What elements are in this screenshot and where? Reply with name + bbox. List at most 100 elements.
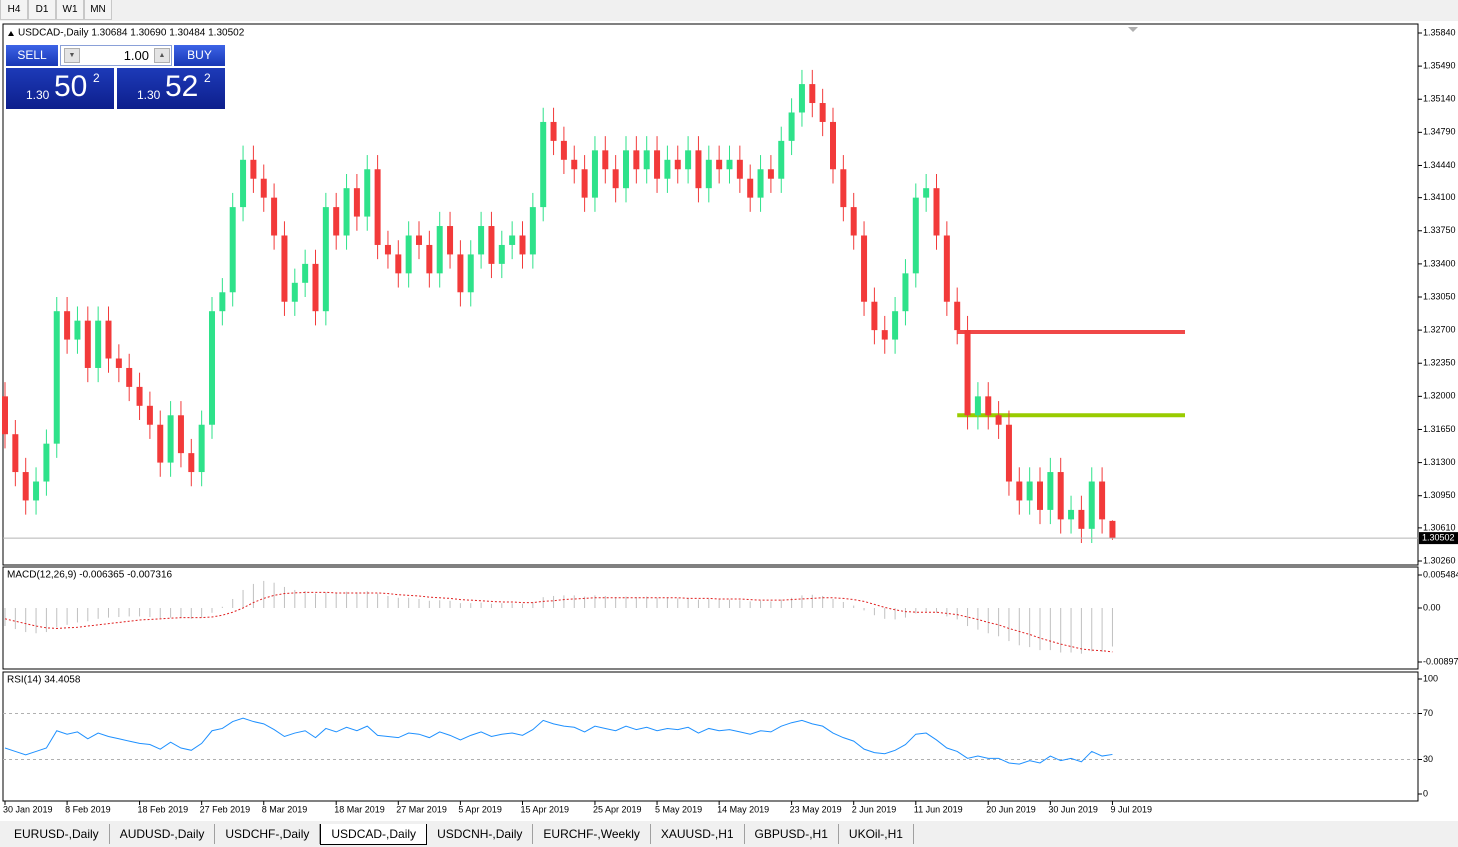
candle-body [902,273,909,312]
candle-body [581,169,588,198]
candle-body [136,386,143,406]
x-tick-label: 27 Feb 2019 [200,804,251,814]
x-tick-label: 11 Jun 2019 [914,804,963,814]
candle-body [1026,481,1033,501]
candle-body [1005,424,1012,482]
chart-tab[interactable]: USDCNH-,Daily [427,824,534,844]
candle-body [591,150,598,198]
x-tick-label: 20 Jun 2019 [986,804,1036,814]
candle-body [623,150,629,189]
chart-tab[interactable]: AUDUSD-,Daily [110,824,216,844]
candle-body [291,282,298,302]
x-tick-label: 18 Feb 2019 [138,804,189,814]
candle-body [1016,481,1023,501]
candle-body [426,244,433,274]
buy-button[interactable]: BUY [174,45,225,66]
timeframe-button[interactable]: W1 [56,0,84,20]
candle-body [881,330,888,340]
y-tick-label: 1.30260 [1423,555,1456,565]
price-title: USDCAD-,Daily 1.30684 1.30690 1.30484 1.… [18,28,245,39]
lot-down[interactable]: ▼ [64,48,80,63]
chart-tab[interactable]: USDCAD-,Daily [320,824,428,845]
candle-body [861,235,868,302]
candle-body [250,159,257,179]
y-tick-label: 30 [1423,754,1433,764]
candle-body [819,103,826,122]
candle-body [478,226,485,255]
buy-price[interactable]: 1.30 52 2 [117,68,225,109]
candle-body [374,169,381,245]
candle-body [364,169,371,217]
candle-body [281,235,288,302]
candle-body [447,226,454,255]
y-tick-label: 1.30610 [1423,522,1456,532]
candle-body [436,226,443,274]
candle-body [64,311,71,340]
candle-body [302,263,309,283]
sell-price-big: 50 [54,70,88,103]
candle-body [343,188,350,236]
candle-body [633,150,640,170]
y-tick-label: 100 [1423,673,1438,683]
candle-body [312,263,319,312]
candle-body [53,311,60,444]
candle-body [1057,472,1064,520]
candle-body [1078,509,1085,529]
candle-body [519,235,526,255]
candle-body [798,84,805,113]
lot-up[interactable]: ▲ [154,48,170,63]
candle-body [705,159,712,189]
y-tick-label: 1.35490 [1423,60,1456,70]
y-tick-label: 1.33400 [1423,258,1456,268]
timeframe-button[interactable]: D1 [28,0,56,20]
candle-body [395,254,402,274]
candle-body [892,311,899,340]
x-tick-label: 30 Jun 2019 [1048,804,1098,814]
candle-body [664,159,671,179]
candle-body [1088,481,1095,529]
y-tick-label: 1.34790 [1423,127,1456,137]
candle-body [767,169,774,179]
chart-tab[interactable]: EURCHF-,Weekly [533,824,651,844]
x-tick-label: 15 Apr 2019 [521,804,570,814]
price-pane-frame [2,23,1419,566]
candle-body [188,453,195,473]
y-tick-label: 1.33050 [1423,291,1456,301]
candle-body [488,226,495,264]
chart-tab[interactable]: GBPUSD-,H1 [745,824,839,844]
y-tick-label: 1.34100 [1423,192,1456,202]
chart-tab[interactable]: USDCHF-,Daily [215,824,321,844]
y-tick-label: 1.30950 [1423,490,1456,500]
candle-body [74,320,81,340]
candle-body [126,367,133,387]
timeframe-button[interactable]: H4 [0,0,28,20]
candle-body [353,188,360,217]
candle-body [322,207,329,312]
timeframe-button[interactable]: MN [84,0,112,20]
marks: 1.35840 1.35490 1.35140 1.34790 1.34440 1.341… [2,27,1458,814]
lot-input[interactable]: 1.00 [60,45,172,66]
candle-body [405,235,412,274]
candle-body [240,159,247,208]
candle-body [571,159,578,170]
chart-tab[interactable]: EURUSD-,Daily [4,824,110,844]
candle-body [271,197,278,236]
x-tick-label: 5 May 2019 [655,804,702,814]
chart-tab[interactable]: UKOil-,H1 [839,824,914,844]
x-tick-label: 5 Apr 2019 [458,804,502,814]
candle-body [1068,509,1075,520]
chart-tab[interactable]: XAUUSD-,H1 [651,824,745,844]
timeframe-toolbar: H4 D1 W1 MN [0,0,112,20]
candle-body [602,150,609,170]
sell-price[interactable]: 1.30 50 2 [6,68,114,109]
buy-price-sup: 2 [204,71,211,85]
candle-body [685,150,692,170]
y-tick-label: 1.33750 [1423,225,1456,235]
candle-body [509,235,516,245]
candle-body [726,159,733,170]
candle-body [747,178,754,198]
sell-button[interactable]: SELL [6,45,58,66]
candle-body [809,84,816,104]
chart-tabs: EURUSD-,Daily AUDUSD-,Daily USDCHF-,Daily U… [4,824,914,846]
